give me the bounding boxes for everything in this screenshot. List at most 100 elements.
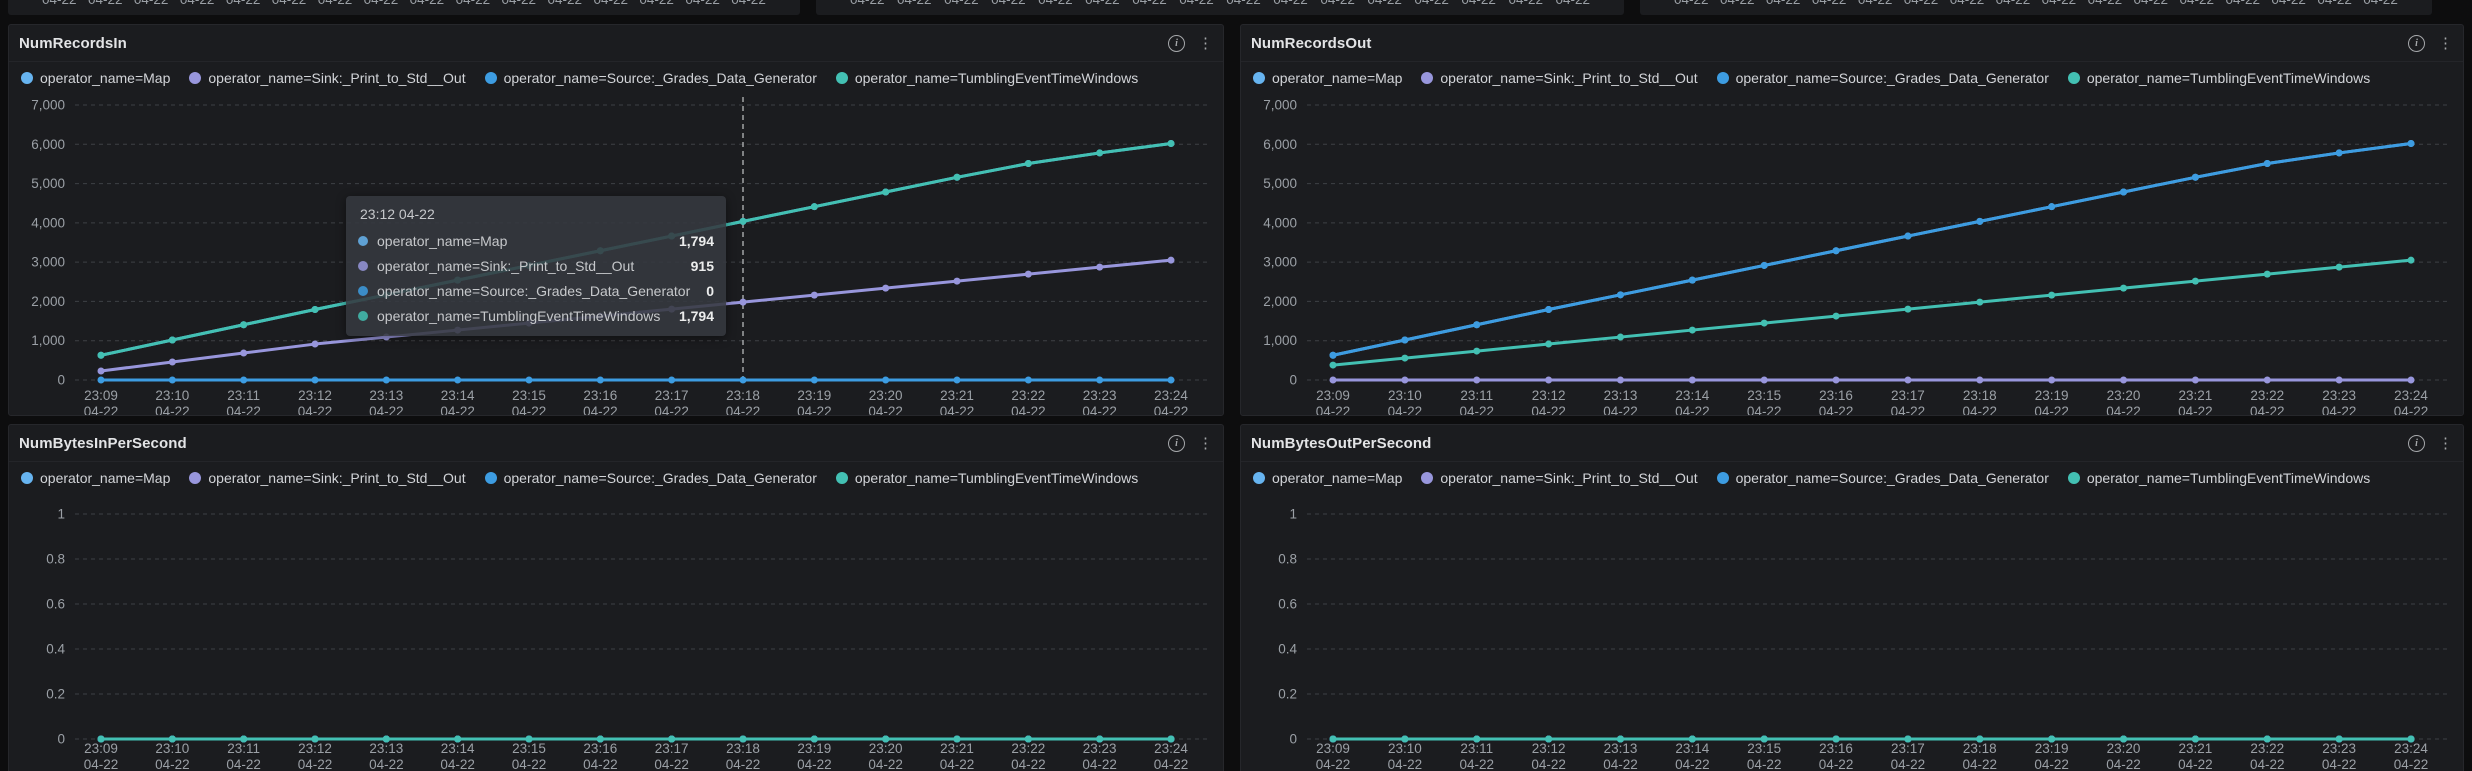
- clipped-panel-row: 04-22 04-22 04-22 04-22 04-22 04-22 04-22 04-22…: [8, 0, 2464, 15]
- clipped-tick-label: 04-22: [2042, 0, 2077, 9]
- clipped-tick-label: 04-22: [2088, 0, 2123, 9]
- x-tick-label: 23:12 04-22: [1531, 388, 1566, 416]
- legend-item[interactable]: operator_name=Map: [1253, 470, 1402, 486]
- x-tick-label: 23:16 04-22: [583, 741, 618, 771]
- legend-item[interactable]: operator_name=Sink:_Print_to_Std__Out: [189, 70, 466, 86]
- x-tick-label: 23:11 04-22: [1459, 741, 1494, 771]
- clipped-tick-label: 04-22: [88, 0, 123, 9]
- chart-numbytesoutpersecond[interactable]: 0 0.2 0.4 0.6 0.8 1 23:09 04-22 23:10 04-22 23:11 0…: [1241, 494, 2463, 771]
- panel-header-icons: i ⋮: [1168, 34, 1213, 52]
- info-icon[interactable]: i: [1168, 34, 1185, 52]
- clipped-tick-label: 04-22: [42, 0, 77, 9]
- clipped-tick-label: 04-22: [1555, 0, 1590, 9]
- legend-series-dot: [189, 72, 202, 84]
- info-icon[interactable]: i: [2408, 434, 2425, 452]
- y-tick-label: 0: [1289, 732, 1297, 747]
- x-tick-label: 23:20 04-22: [2106, 388, 2141, 416]
- kebab-menu-icon[interactable]: ⋮: [1198, 434, 1213, 452]
- panel-header: NumBytesOutPerSecond i ⋮: [1241, 425, 2463, 462]
- legend-series-dot: [21, 72, 33, 84]
- legend-item[interactable]: operator_name=TumblingEventTimeWindows: [2067, 70, 2370, 86]
- x-tick-label: 23:13 04-22: [1603, 388, 1638, 416]
- legend-item[interactable]: operator_name=TumblingEventTimeWindows: [835, 70, 1138, 86]
- chart-numbytesinpersecond[interactable]: 0 0.2 0.4 0.6 0.8 1 23:09 04-22 23:10 04-22 23:11 0…: [9, 494, 1223, 771]
- chart-numrecordsin[interactable]: 0 1,000 2,000 3,000 4,000 5,000 6,000 7,000 23:0…: [9, 94, 1223, 416]
- clipped-tick-label: 04-22: [2363, 0, 2398, 9]
- tooltip-row: operator_name=Sink:_Print_to_Std__Out 915: [358, 253, 714, 278]
- legend-series-dot: [21, 472, 33, 484]
- y-tick-label: 2,000: [1263, 294, 1297, 309]
- clipped-tick-label: 04-22: [1904, 0, 1939, 9]
- chart-numrecordsout[interactable]: 0 1,000 2,000 3,000 4,000 5,000 6,000 7,000 23:0…: [1241, 94, 2463, 416]
- x-tick-label: 23:10 04-22: [155, 741, 190, 771]
- legend-item[interactable]: operator_name=Source:_Grades_Data_Genera…: [1716, 70, 2049, 86]
- clipped-tick-label: 04-22: [318, 0, 353, 9]
- legend-item[interactable]: operator_name=TumblingEventTimeWindows: [2067, 470, 2370, 486]
- x-tick-label: 23:10 04-22: [1388, 388, 1423, 416]
- panel-title: NumRecordsIn: [19, 34, 127, 52]
- clipped-tick-label: 04-22: [897, 0, 932, 9]
- x-tick-label: 23:18 04-22: [1963, 388, 1998, 416]
- x-tick-label: 23:21 04-22: [2178, 388, 2213, 416]
- tooltip-series-label: operator_name=TumblingEventTimeWindows: [377, 307, 661, 324]
- panel-header-icons: i ⋮: [1168, 434, 1213, 452]
- legend-item[interactable]: operator_name=Source:_Grades_Data_Genera…: [484, 470, 817, 486]
- x-tick-label: 23:20 04-22: [868, 388, 903, 416]
- x-tick-label: 23:24 04-22: [2394, 741, 2429, 771]
- legend-series-dot: [2067, 472, 2080, 484]
- legend-item[interactable]: operator_name=Map: [21, 470, 170, 486]
- tooltip-series-label: operator_name=Source:_Grades_Data_Genera…: [377, 282, 691, 299]
- x-tick-label: 23:11 04-22: [226, 388, 261, 416]
- y-tick-label: 1,000: [31, 333, 65, 348]
- legend-item[interactable]: operator_name=Sink:_Print_to_Std__Out: [189, 470, 466, 486]
- clipped-tick-label: 04-22: [456, 0, 491, 9]
- kebab-menu-icon[interactable]: ⋮: [2438, 434, 2453, 452]
- clipped-tick-label: 04-22: [731, 0, 766, 9]
- x-tick-label: 23:24 04-22: [1154, 741, 1189, 771]
- clipped-tick-label: 04-22: [272, 0, 307, 9]
- legend-series-dot: [2067, 72, 2080, 84]
- clipped-tick-label: 04-22: [991, 0, 1026, 9]
- clipped-tick-label: 04-22: [134, 0, 169, 9]
- legend-item[interactable]: operator_name=TumblingEventTimeWindows: [835, 470, 1138, 486]
- kebab-menu-icon[interactable]: ⋮: [1198, 34, 1213, 52]
- panel-header: NumBytesInPerSecond i ⋮: [9, 425, 1223, 462]
- legend-item[interactable]: operator_name=Sink:_Print_to_Std__Out: [1421, 470, 1698, 486]
- clipped-tick-label: 04-22: [1085, 0, 1120, 9]
- clipped-tick-label: 04-22: [2317, 0, 2352, 9]
- clipped-panel: 04-22 04-22 04-22 04-22 04-22 04-22 04-22 04-22…: [1640, 0, 2432, 15]
- clipped-tick-label: 04-22: [1273, 0, 1308, 9]
- clipped-tick-label: 04-22: [1132, 0, 1167, 9]
- chart-tooltip: 23:12 04-22 operator_name=Map 1,794 operato…: [346, 196, 726, 336]
- legend-item[interactable]: operator_name=Map: [21, 70, 170, 86]
- clipped-tick-label: 04-22: [1414, 0, 1449, 9]
- x-tick-label: 23:09 04-22: [84, 741, 119, 771]
- legend-series-label: operator_name=Sink:_Print_to_Std__Out: [208, 470, 466, 486]
- legend-series-label: operator_name=Sink:_Print_to_Std__Out: [208, 70, 466, 86]
- legend-item[interactable]: operator_name=Source:_Grades_Data_Genera…: [1716, 470, 2049, 486]
- kebab-menu-icon[interactable]: ⋮: [2438, 34, 2453, 52]
- tooltip-time: 23:12 04-22: [360, 206, 435, 222]
- y-tick-label: 6,000: [1263, 137, 1297, 152]
- legend-series-dot: [1421, 72, 1434, 84]
- x-tick-label: 23:18 04-22: [726, 741, 761, 771]
- info-icon[interactable]: i: [1168, 434, 1185, 452]
- clipped-tick-label: 04-22: [547, 0, 582, 9]
- clipped-tick-label: 04-22: [2225, 0, 2260, 9]
- legend-series-dot: [1716, 72, 1729, 84]
- info-icon[interactable]: i: [2408, 34, 2425, 52]
- clipped-tick-label: 04-22: [639, 0, 674, 9]
- x-tick-label: 23:09 04-22: [1316, 388, 1351, 416]
- y-tick-label: 2,000: [31, 294, 65, 309]
- panel-numbytesinpersecond: NumBytesInPerSecond i ⋮ operator_name=Ma…: [8, 424, 1224, 771]
- legend-item[interactable]: operator_name=Sink:_Print_to_Std__Out: [1421, 70, 1698, 86]
- clipped-tick-label: 04-22: [2134, 0, 2169, 9]
- clipped-tick-label: 04-22: [1226, 0, 1261, 9]
- chart-legend: operator_name=Map operator_name=Sink:_Pri…: [9, 62, 1223, 94]
- legend-item[interactable]: operator_name=Source:_Grades_Data_Genera…: [484, 70, 817, 86]
- legend-item[interactable]: operator_name=Map: [1253, 70, 1402, 86]
- clipped-tick-label: 04-22: [1367, 0, 1402, 9]
- x-tick-label: 23:09 04-22: [1316, 741, 1351, 771]
- legend-series-dot: [484, 472, 497, 484]
- tooltip-series-value: 1,794: [678, 307, 714, 324]
